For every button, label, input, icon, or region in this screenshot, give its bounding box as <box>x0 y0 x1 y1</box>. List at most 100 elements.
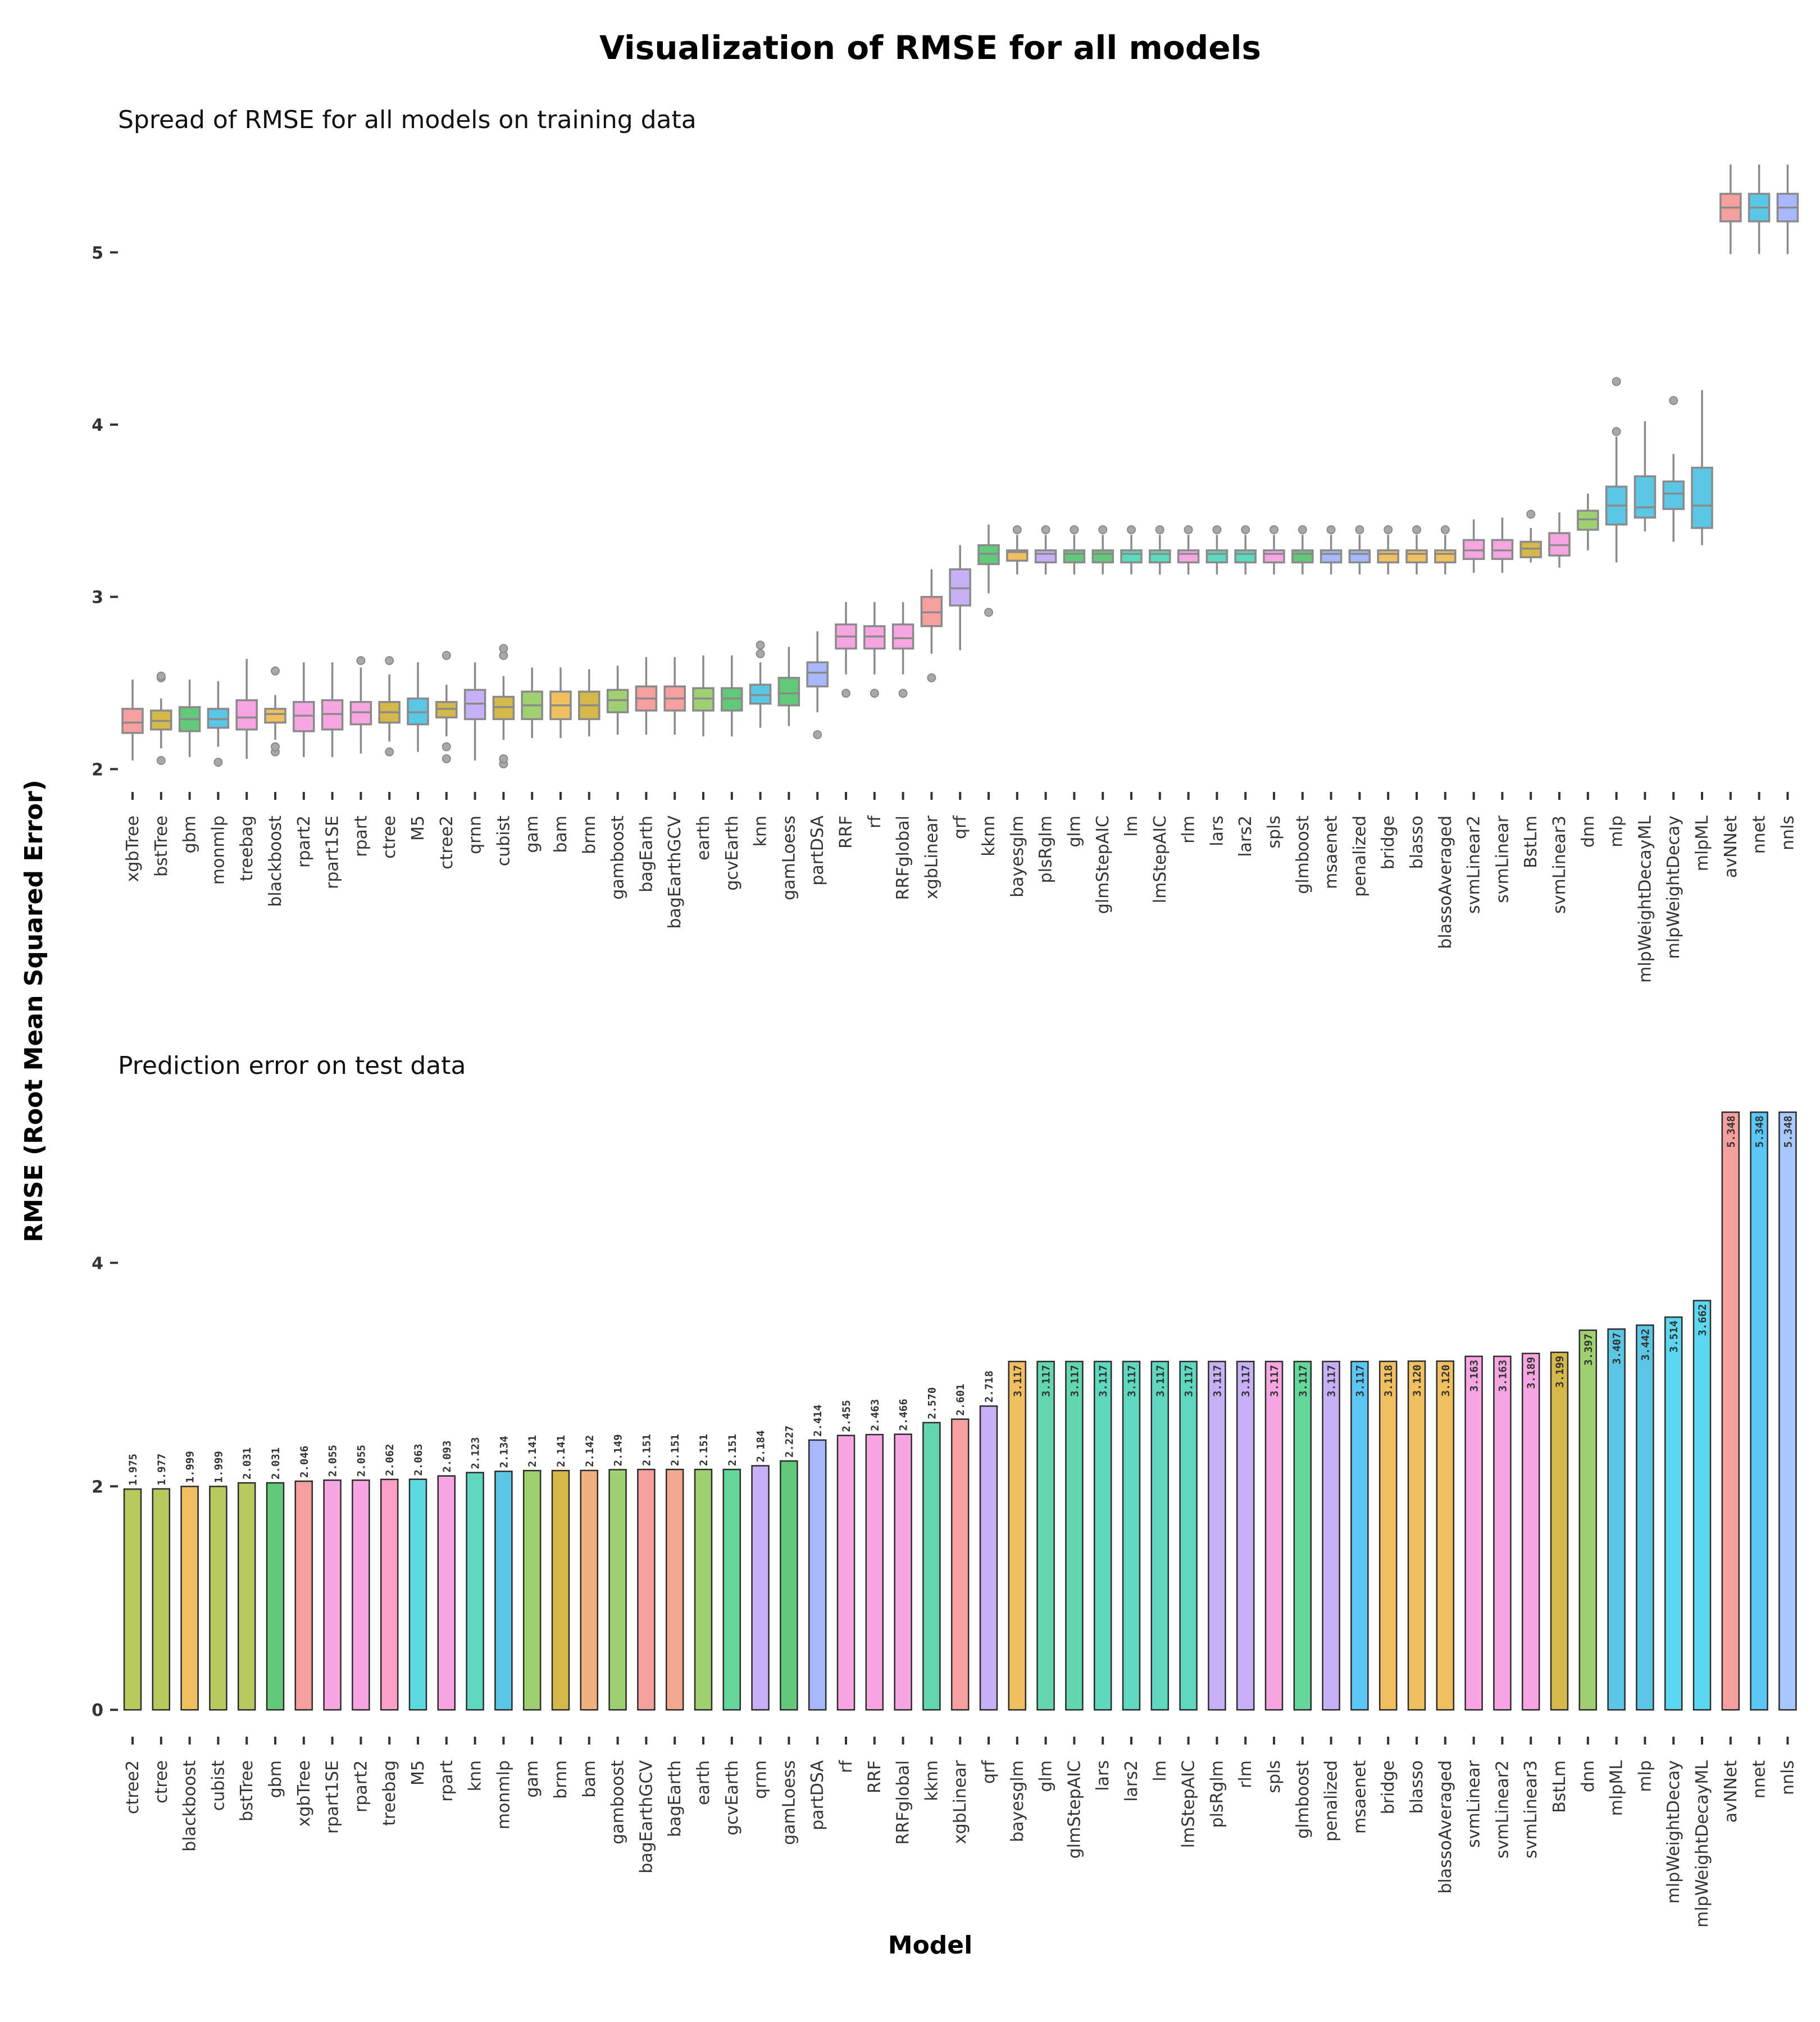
train-box-iqr <box>1177 549 1200 564</box>
test-xtick-label: blassoAveraged <box>1436 1760 1455 1894</box>
train-box <box>578 669 600 737</box>
train-xtick-label: mlpWeightDecayML <box>1635 816 1655 983</box>
train-box <box>835 602 857 698</box>
test-xtick-label: mlpWeightDecayML <box>1692 1760 1712 1928</box>
train-xtick-label: bagEarth <box>636 816 656 892</box>
train-outlier-point <box>841 689 850 698</box>
test-xtick-label: xgbLinear <box>950 1760 970 1844</box>
test-bar-value-label: 5.348 <box>1754 1115 1766 1147</box>
test-bar <box>722 1468 741 1711</box>
train-box-iqr <box>1405 549 1428 564</box>
train-box-iqr <box>1205 549 1229 564</box>
test-bar-value-label: 2.141 <box>555 1435 567 1467</box>
test-bar <box>1208 1360 1226 1711</box>
test-bar <box>665 1468 684 1711</box>
test-bar-value-label: 3.163 <box>1468 1360 1481 1392</box>
train-box-iqr <box>1691 466 1713 529</box>
train-xtick-label: avNNet <box>1721 816 1741 878</box>
test-xtick-label: svmLinear3 <box>1521 1760 1541 1859</box>
test-bar <box>1436 1360 1455 1711</box>
test-bar-value-label: 2.093 <box>441 1441 453 1473</box>
train-xtick-label: rf <box>865 815 885 828</box>
train-xtick-label: glmStepAIC <box>1093 816 1113 914</box>
train-box-iqr <box>1120 549 1143 564</box>
train-outlier-point <box>271 742 280 752</box>
test-bar <box>1008 1360 1027 1711</box>
test-xtick-label: brnn <box>551 1760 571 1799</box>
test-bar <box>1578 1329 1598 1711</box>
test-bar-value-label: 2.718 <box>983 1370 995 1402</box>
train-outlier-point <box>213 758 223 767</box>
train-box-iqr <box>1149 549 1171 564</box>
test-bar <box>1179 1360 1198 1711</box>
train-box <box>264 666 286 757</box>
train-xtick-label: bstTree <box>152 816 171 877</box>
train-outlier-point <box>1384 525 1393 535</box>
test-xtick-label: BstLm <box>1550 1760 1569 1813</box>
test-bar-value-label: 3.120 <box>1411 1364 1423 1396</box>
test-bar <box>865 1433 884 1711</box>
test-bar-value-label: 2.184 <box>755 1430 767 1462</box>
train-xtick-label: nnls <box>1778 816 1798 850</box>
train-xtick-label: kknn <box>979 816 999 857</box>
test-bar <box>1122 1360 1141 1711</box>
train-xtick-label: bridge <box>1378 816 1398 869</box>
train-outlier-point <box>1326 525 1336 535</box>
test-bar-value-label: 2.151 <box>698 1434 710 1466</box>
test-bar-value-label: 2.055 <box>355 1445 367 1477</box>
test-bar-value-label: 3.397 <box>1582 1333 1595 1365</box>
train-outlier-point <box>1212 525 1222 535</box>
test-xtick-label: treebag <box>380 1760 399 1826</box>
train-box <box>150 671 172 765</box>
test-bar <box>323 1479 342 1711</box>
train-xtick-label: qrnn <box>466 816 485 854</box>
train-xtick-label: knn <box>751 816 771 846</box>
train-box <box>1434 525 1457 575</box>
train-box-iqr <box>1662 480 1685 511</box>
train-outlier-point <box>1298 525 1307 535</box>
train-box <box>635 657 658 735</box>
test-xtick-label: glm <box>1036 1760 1056 1792</box>
test-bar <box>352 1479 370 1711</box>
train-box-iqr <box>806 661 829 687</box>
test-xtick-label: nnls <box>1778 1760 1798 1795</box>
train-outlier-point <box>1612 377 1621 386</box>
train-box <box>321 662 344 757</box>
train-box <box>721 655 743 737</box>
test-bar <box>808 1439 827 1711</box>
test-bar <box>1464 1355 1483 1711</box>
test-bar-value-label: 3.117 <box>1240 1365 1252 1397</box>
train-outlier-point <box>984 608 993 617</box>
test-bar-value-label: 1.999 <box>184 1451 197 1483</box>
test-bar <box>580 1469 599 1711</box>
test-bar-value-label: 3.117 <box>1183 1365 1195 1397</box>
train-box <box>1234 525 1257 575</box>
test-xtick-label: msaenet <box>1350 1760 1369 1834</box>
train-box-iqr <box>264 708 286 724</box>
train-outlier-point <box>898 689 908 698</box>
train-box-iqr <box>891 623 914 650</box>
train-box <box>435 650 458 763</box>
train-box <box>1605 377 1628 563</box>
test-xtick-label: gamboost <box>608 1760 628 1845</box>
train-box <box>606 666 629 735</box>
test-xtick-label: bagEarthGCV <box>636 1760 656 1874</box>
test-xtick-label: kknn <box>922 1760 941 1801</box>
train-box <box>178 679 201 757</box>
test-xtick-label: ctree <box>152 1760 171 1804</box>
train-xtick-label: brnn <box>580 816 599 854</box>
train-xtick-label: nnet <box>1750 816 1769 854</box>
train-xtick-label: bam <box>551 816 571 853</box>
test-ytick-label: 4 <box>92 1254 103 1273</box>
train-box <box>1120 525 1143 575</box>
test-xtick-label: rpart1SE <box>323 1760 343 1834</box>
train-outlier-point <box>156 756 166 765</box>
train-outlier-point <box>870 689 879 698</box>
chart-title: Visualization of RMSE for all models <box>599 29 1261 67</box>
test-xtick-label: lmStepAIC <box>1179 1760 1199 1848</box>
train-outlier-point <box>1270 525 1278 535</box>
train-box <box>1748 164 1771 254</box>
test-xtick-label: penalized <box>1322 1760 1341 1842</box>
train-xtick-label: svmLinear2 <box>1464 816 1484 914</box>
